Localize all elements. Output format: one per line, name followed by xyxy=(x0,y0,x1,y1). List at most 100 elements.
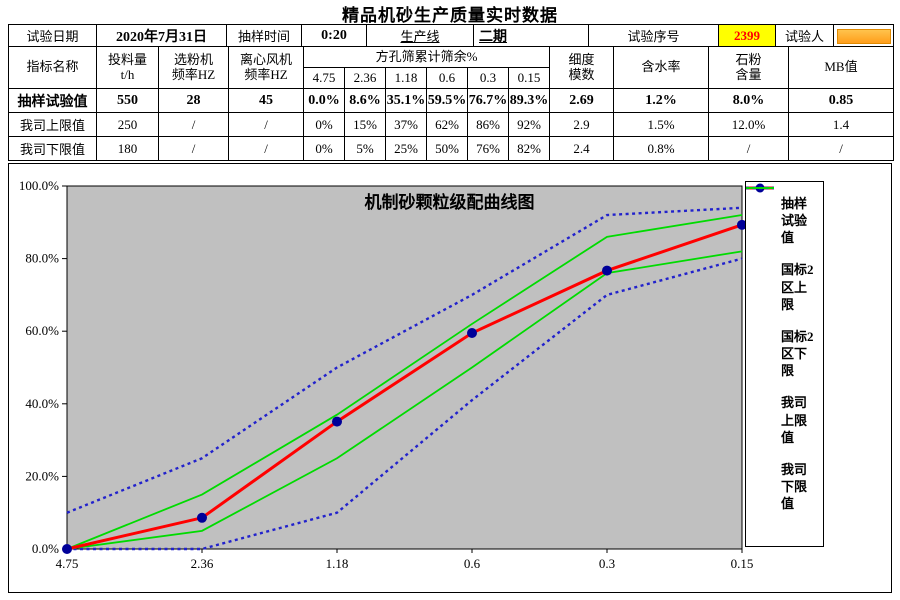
table-cell[interactable]: 89.3% xyxy=(508,88,550,113)
chart-title: 机制砂颗粒级配曲线图 xyxy=(365,192,535,212)
test-date-label: 试验日期 xyxy=(8,24,97,47)
table-cell[interactable]: 59.5% xyxy=(426,88,468,113)
table-cell[interactable]: 0.85 xyxy=(788,88,894,113)
table-cell[interactable]: 86% xyxy=(467,112,509,137)
tester-label: 试验人 xyxy=(775,24,834,47)
table-cell[interactable]: 2.4 xyxy=(549,136,614,161)
table-cell[interactable]: / xyxy=(788,136,894,161)
sample-data-point xyxy=(332,416,342,427)
legend-item-sample: 抽样试验值 xyxy=(746,183,821,246)
table-cell[interactable]: / xyxy=(158,112,229,137)
legend-label: 国标2区上限 xyxy=(781,262,814,312)
production-line-value[interactable]: 二期 xyxy=(473,24,589,47)
x-axis-label: 2.36 xyxy=(191,556,214,571)
table-cell[interactable]: 37% xyxy=(385,112,427,137)
table-cell[interactable]: 28 xyxy=(158,88,229,113)
table-cell[interactable]: 12.0% xyxy=(708,112,789,137)
table-cell[interactable]: 82% xyxy=(508,136,550,161)
table-cell[interactable]: 8.0% xyxy=(708,88,789,113)
sieve-size-header: 4.75 xyxy=(303,67,345,89)
table-cell[interactable]: 5% xyxy=(344,136,386,161)
legend-label: 我司下限值 xyxy=(781,461,808,512)
test-date-value[interactable]: 2020年7月31日 xyxy=(96,24,227,47)
x-axis-label: 0.15 xyxy=(731,556,754,571)
company-lower-series-line xyxy=(66,250,743,550)
sampling-time-value[interactable]: 0:20 xyxy=(301,24,367,47)
mb-value-header: MB值 xyxy=(788,46,894,89)
test-serial-value[interactable]: 2399 xyxy=(718,24,776,47)
table-row-company-upper: 我司上限值 250 / / 0% 15% 37% 62% 86% 92% 2.9… xyxy=(8,112,894,137)
data-tables: 试验日期 2020年7月31日 抽样时间 0:20 生产线 二期 试验序号 23… xyxy=(8,24,894,161)
table-cell[interactable]: 180 xyxy=(96,136,159,161)
table-cell[interactable]: 76.7% xyxy=(467,88,509,113)
y-axis-label: 80.0% xyxy=(25,251,59,266)
table-cell[interactable]: 62% xyxy=(426,112,468,137)
table-cell[interactable]: 25% xyxy=(385,136,427,161)
company-upper-series-line xyxy=(66,214,743,550)
table-cell[interactable]: 0.8% xyxy=(613,136,709,161)
production-line-label: 生产线 xyxy=(366,24,474,47)
table-cell[interactable]: 0.0% xyxy=(303,88,345,113)
plot-area xyxy=(66,185,743,550)
sieve-group-header: 方孔筛累计筛余% xyxy=(303,46,550,68)
table-cell[interactable]: 250 xyxy=(96,112,159,137)
table-cell[interactable]: 1.5% xyxy=(613,112,709,137)
gradation-chart: 100.0% 80.0% 60.0% 40.0% 20.0% 0.0% 4.75 2.36 1.… xyxy=(8,163,892,593)
y-axis-label: 20.0% xyxy=(25,468,59,483)
y-axis-label: 60.0% xyxy=(25,323,59,338)
table-cell[interactable]: 0% xyxy=(303,136,345,161)
stone-powder-header: 石粉 含量 xyxy=(708,46,789,89)
legend-item-gb-lower: 国标2区下限 xyxy=(746,186,821,379)
table-row-sample-values: 抽样试验值 550 28 45 0.0% 8.6% 35.1% 59.5% 76… xyxy=(8,88,894,113)
legend-item-company-lower: 我司下限值 xyxy=(746,187,821,512)
legend-item-gb-upper: 国标2区上限 xyxy=(746,186,821,312)
row-label: 我司上限值 xyxy=(8,112,97,137)
table-cell[interactable]: 35.1% xyxy=(385,88,427,113)
feed-rate-header: 投料量 t/h xyxy=(96,46,159,89)
tester-value-cell[interactable] xyxy=(833,24,894,47)
table-cell[interactable]: 0% xyxy=(303,112,345,137)
moisture-header: 含水率 xyxy=(613,46,709,89)
x-axis-label: 0.6 xyxy=(464,556,481,571)
x-axis-label: 4.75 xyxy=(56,556,79,571)
chart-svg: 100.0% 80.0% 60.0% 40.0% 20.0% 0.0%4.75 2.36 1.… xyxy=(19,178,754,571)
table-cell[interactable]: / xyxy=(228,136,304,161)
fan-freq-header: 离心风机 频率HZ xyxy=(228,46,304,89)
x-axis-label: 1.18 xyxy=(326,556,349,571)
table-cell[interactable]: / xyxy=(708,136,789,161)
y-axis-label: 40.0% xyxy=(25,396,59,411)
tester-name-redacted xyxy=(836,28,891,44)
table-cell[interactable]: 1.2% xyxy=(613,88,709,113)
legend-label: 我司上限值 xyxy=(781,395,808,445)
table-cell[interactable]: 8.6% xyxy=(344,88,386,113)
table-cell[interactable]: 92% xyxy=(508,112,550,137)
sieve-size-header: 0.3 xyxy=(467,67,509,89)
indicator-name-header: 指标名称 xyxy=(8,46,97,89)
sample-data-point xyxy=(62,544,72,554)
test-serial-label: 试验序号 xyxy=(588,24,719,47)
legend-label: 国标2区下限 xyxy=(781,328,814,379)
row-label: 抽样试验值 xyxy=(8,88,97,113)
y-axis-label: 100.0% xyxy=(19,178,59,193)
sieve-size-header: 1.18 xyxy=(385,67,427,89)
table-cell[interactable]: / xyxy=(228,112,304,137)
table-cell[interactable]: 1.4 xyxy=(788,112,894,137)
table-cell[interactable]: 45 xyxy=(228,88,304,113)
sample-data-point xyxy=(737,219,747,230)
table-cell[interactable]: 2.69 xyxy=(549,88,614,113)
table-cell[interactable]: / xyxy=(158,136,229,161)
legend-item-company-upper: 我司上限值 xyxy=(746,187,821,445)
row-label: 我司下限值 xyxy=(8,136,97,161)
table-cell[interactable]: 50% xyxy=(426,136,468,161)
table-cell[interactable]: 15% xyxy=(344,112,386,137)
table-cell[interactable]: 2.9 xyxy=(549,112,614,137)
y-axis-label: 0.0% xyxy=(32,541,59,556)
table-cell[interactable]: 550 xyxy=(96,88,159,113)
sieve-size-header: 0.6 xyxy=(426,67,468,89)
gb-lower-series-line xyxy=(67,257,743,551)
info-table: 试验日期 2020年7月31日 抽样时间 0:20 生产线 二期 试验序号 23… xyxy=(8,24,894,47)
chart-legend: 抽样试验值国标2区上限 国标2区下限 我司上限值我司下限值 xyxy=(745,181,824,547)
sample-data-point xyxy=(602,265,612,276)
table-cell[interactable]: 76% xyxy=(467,136,509,161)
indicator-table: 指标名称 投料量 t/h 选粉机 频率HZ 离心风机 频率HZ 方孔筛累计筛余%… xyxy=(8,46,894,161)
